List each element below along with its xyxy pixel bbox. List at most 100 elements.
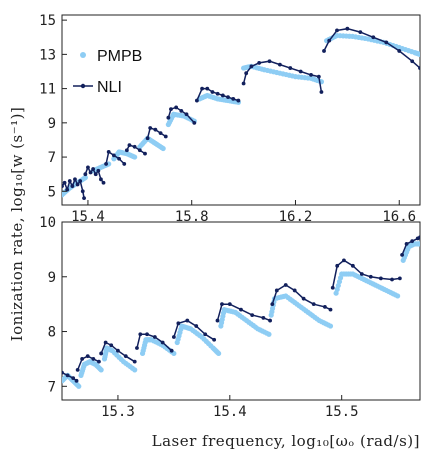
top-nli-marker xyxy=(384,40,389,45)
bottom-y-tick-label: 10 xyxy=(39,215,56,231)
bottom-pmpb-point xyxy=(98,367,104,373)
top-nli-marker xyxy=(345,26,350,31)
top-nli-marker xyxy=(371,35,376,40)
top-y-tick-label: 7 xyxy=(48,150,56,166)
top-nli-marker xyxy=(62,180,67,185)
top-nli-marker xyxy=(86,165,90,170)
bottom-x-tick-label: 15.4 xyxy=(213,404,247,420)
bottom-nli-marker xyxy=(378,276,383,281)
top-nli-marker xyxy=(169,107,173,112)
bottom-nli-marker xyxy=(145,332,149,337)
bottom-nli-marker xyxy=(169,348,174,353)
bottom-nli-marker xyxy=(123,354,128,359)
bottom-nli-marker xyxy=(220,302,224,307)
bottom-nli-marker xyxy=(311,302,316,307)
legend: PMPB NLI xyxy=(73,48,142,96)
bottom-nli-marker xyxy=(160,340,165,345)
top-nli-marker xyxy=(236,98,241,103)
bottom-nli-marker xyxy=(75,367,80,372)
x-axis-label: Laser frequency, log₁₀[ωₒ (rad/s)] xyxy=(152,432,420,450)
top-x-tick-label: 16.2 xyxy=(279,209,313,225)
bottom-nli-marker xyxy=(390,277,394,282)
top-y-tick-label: 13 xyxy=(39,47,56,63)
bottom-nli-marker xyxy=(350,263,355,268)
top-nli-marker xyxy=(117,156,121,161)
bottom-nli-marker xyxy=(330,285,335,290)
bottom-nli-marker xyxy=(301,296,306,301)
top-nli-marker xyxy=(166,115,171,120)
top-nli-marker xyxy=(78,179,83,183)
top-nli-marker xyxy=(231,96,236,101)
bottom-nli-marker xyxy=(132,359,137,364)
bottom-nli-marker xyxy=(212,337,217,342)
bottom-nli-marker xyxy=(135,346,139,350)
bottom-nli-marker xyxy=(97,359,101,364)
bottom-nli-marker xyxy=(203,332,208,337)
bottom-nli-marker xyxy=(342,258,346,263)
top-nli-marker xyxy=(335,28,339,33)
top-nli-marker xyxy=(106,150,111,154)
bottom-nli-marker xyxy=(261,315,266,320)
bottom-nli-marker xyxy=(335,263,340,268)
bottom-pmpb-point xyxy=(327,323,334,329)
legend-nli-marker xyxy=(80,83,86,89)
bottom-nli-marker xyxy=(250,313,255,318)
bottom-nli-marker xyxy=(194,324,199,328)
bottom-nli-marker xyxy=(176,321,181,326)
top-nli-marker xyxy=(322,49,326,53)
bottom-nli-marker xyxy=(397,276,402,281)
bottom-nli-marker xyxy=(404,242,409,246)
top-nli-marker xyxy=(145,136,150,141)
bottom-nli-marker xyxy=(74,378,79,383)
top-nli-marker xyxy=(249,64,254,69)
top-nli-marker xyxy=(267,59,272,64)
top-nli-marker xyxy=(288,66,293,70)
top-nli-marker xyxy=(192,120,197,125)
bottom-nli-marker xyxy=(270,302,275,307)
top-y-tick-label: 9 xyxy=(48,116,56,132)
bottom-nli-marker xyxy=(239,307,243,312)
bottom-nli-marker xyxy=(215,318,220,323)
top-pmpb-point xyxy=(82,175,88,181)
top-nli-marker xyxy=(244,71,249,76)
bottom-x-tick-label: 15.3 xyxy=(101,404,135,420)
top-nli-marker xyxy=(96,168,101,173)
top-nli-marker xyxy=(226,95,230,100)
top-nli-marker xyxy=(82,196,86,201)
top-nli-marker xyxy=(184,112,189,117)
top-nli-marker xyxy=(158,131,163,136)
top-nli-marker xyxy=(93,172,98,177)
top-nli-marker xyxy=(101,180,106,185)
top-nli-marker xyxy=(91,167,96,171)
top-nli-marker xyxy=(88,170,93,175)
top-nli-marker xyxy=(75,182,80,187)
bottom-nli-marker xyxy=(71,376,76,380)
bottom-nli-marker xyxy=(171,335,176,339)
bottom-nli-marker xyxy=(328,307,333,312)
bottom-nli-marker xyxy=(185,318,190,323)
bottom-panel: 7 8 9 10 15.3 15.4 15.5 xyxy=(39,215,421,420)
top-nli-marker xyxy=(215,91,220,96)
bottom-pmpb-point xyxy=(395,293,401,299)
bottom-pmpb-point xyxy=(266,331,272,337)
top-nli-marker xyxy=(410,59,415,64)
top-nli-marker xyxy=(127,143,132,147)
legend-pmpb-marker xyxy=(80,52,86,58)
top-x-tick-label: 15.4 xyxy=(71,209,105,225)
top-nli-marker xyxy=(200,86,204,91)
bottom-nli-marker xyxy=(323,304,327,309)
bottom-nli-marker xyxy=(91,357,96,361)
top-nli-marker xyxy=(163,134,168,139)
top-nli-marker xyxy=(309,73,313,77)
top-nli-marker xyxy=(83,172,88,177)
top-x-tick-label: 16.6 xyxy=(382,209,416,225)
top-nli-marker xyxy=(111,153,116,158)
top-nli-marker xyxy=(397,49,402,53)
top-nli-marker xyxy=(418,66,420,70)
bottom-nli-marker xyxy=(103,340,108,345)
bottom-nli-marker xyxy=(152,335,157,339)
bottom-nli-marker xyxy=(283,283,288,287)
top-y-tick-label: 15 xyxy=(39,13,56,29)
top-nli-marker xyxy=(298,69,303,74)
